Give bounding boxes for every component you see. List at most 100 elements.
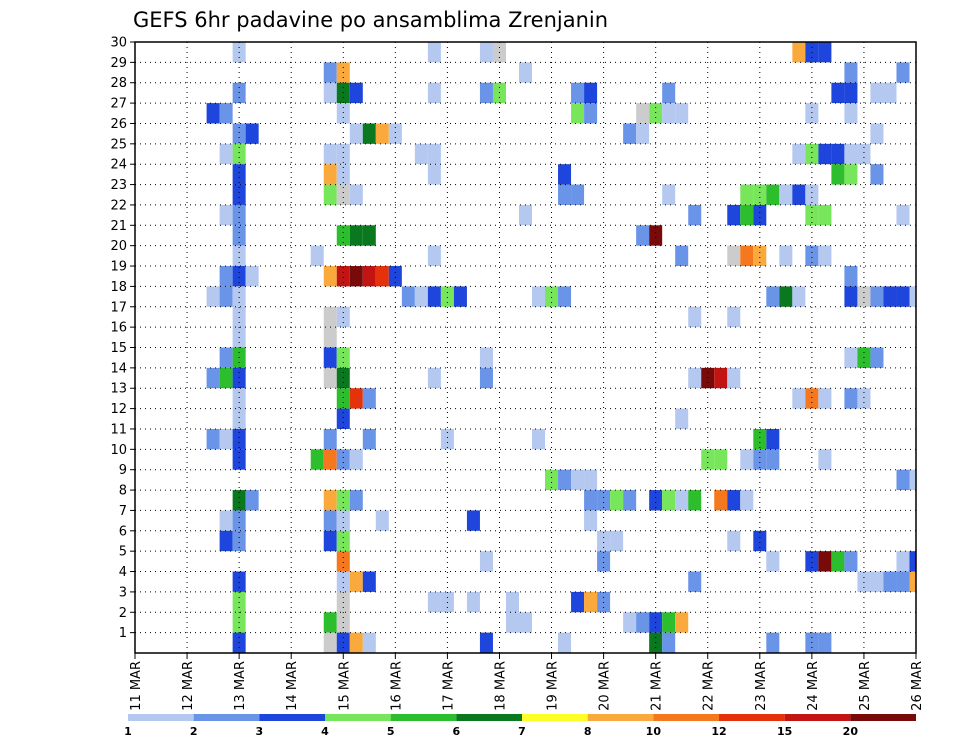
y-tick-label: 10 — [110, 443, 127, 458]
legend-label: 15 — [777, 725, 792, 738]
heatmap-cell — [336, 103, 350, 124]
heatmap-cell — [336, 490, 350, 511]
heatmap-cell — [245, 490, 259, 511]
heatmap-cell — [753, 428, 767, 450]
legend-label: 10 — [646, 725, 662, 738]
heatmap-cell — [896, 469, 910, 491]
legend-swatch — [587, 714, 654, 721]
heatmap-cell — [675, 490, 689, 511]
heatmap-cell — [219, 347, 233, 368]
heatmap-cell — [206, 286, 220, 307]
y-tick-label: 29 — [110, 56, 127, 71]
heatmap-cell — [323, 327, 337, 348]
heatmap-cell — [362, 266, 376, 287]
heatmap-cell — [232, 367, 246, 389]
heatmap-cell — [792, 184, 806, 205]
heatmap-cell — [753, 449, 767, 470]
heatmap-cell — [857, 571, 871, 592]
legend-label: 3 — [256, 725, 264, 738]
heatmap-cell — [714, 490, 728, 511]
legend-swatch — [390, 714, 457, 721]
heatmap-cell — [349, 388, 363, 409]
heatmap-cell — [232, 266, 246, 287]
heatmap-cell — [427, 286, 441, 307]
heatmap-cell — [610, 490, 624, 511]
heatmap-cell — [766, 449, 780, 470]
heatmap-cell — [818, 449, 832, 470]
heatmap-cell — [362, 388, 376, 409]
heatmap-cell — [232, 510, 246, 531]
heatmap-cell — [427, 245, 441, 267]
y-tick-label: 2 — [119, 606, 127, 621]
heatmap-cell — [909, 469, 916, 491]
heatmap-cell — [870, 286, 884, 307]
heatmap-cell — [740, 204, 754, 226]
y-tick-label: 12 — [110, 402, 127, 417]
x-tick-label: 25 MAR — [858, 661, 873, 711]
heatmap-cell — [727, 245, 741, 267]
heatmap-cell — [753, 184, 767, 205]
heatmap-cell — [336, 164, 350, 185]
x-tick-label: 15 MAR — [337, 661, 352, 711]
heatmap-cell — [245, 123, 259, 144]
legend-label: 5 — [387, 725, 395, 738]
heatmap-cell — [336, 530, 350, 552]
heatmap-cell — [336, 367, 350, 389]
x-tick-label: 16 MAR — [389, 661, 404, 711]
heatmap-cell — [323, 62, 337, 83]
heatmap-cell — [232, 204, 246, 226]
heatmap-cell — [792, 286, 806, 307]
heatmap-cell — [336, 510, 350, 531]
heatmap-cell — [727, 306, 741, 328]
legend-swatch — [259, 714, 325, 721]
y-tick-label: 18 — [110, 280, 127, 295]
heatmap-cell — [323, 143, 337, 165]
y-tick-label: 1 — [119, 626, 127, 641]
heatmap-cell — [375, 266, 389, 287]
heatmap-cell — [766, 286, 780, 307]
heatmap-cell — [675, 612, 689, 633]
heatmap-cell — [232, 408, 246, 429]
heatmap-cell — [349, 632, 363, 653]
heatmap-cell — [219, 428, 233, 450]
heatmap-cell — [440, 428, 454, 450]
heatmap-cell — [336, 571, 350, 592]
heatmap-cell — [453, 286, 467, 307]
heatmap-cell — [675, 408, 689, 429]
heatmap-cell — [740, 245, 754, 267]
heatmap-cell — [206, 428, 220, 450]
legend-label: 4 — [321, 725, 329, 738]
heatmap-cell — [571, 184, 585, 205]
heatmap-cell — [336, 225, 350, 246]
y-tick-label: 27 — [110, 97, 127, 112]
heatmap-cell — [844, 551, 858, 572]
heatmap-cell — [323, 510, 337, 531]
legend-label: 20 — [843, 725, 859, 738]
heatmap-cell — [558, 164, 572, 185]
heatmap-cell — [245, 266, 259, 287]
heatmap-cell — [805, 204, 819, 226]
heatmap-cell — [662, 612, 676, 633]
heatmap-cell — [349, 123, 363, 144]
legend-swatch — [784, 714, 851, 721]
heatmap-cell — [584, 490, 598, 511]
heatmap-cell — [805, 184, 819, 205]
heatmap-cell — [310, 449, 324, 470]
x-tick-label: 19 MAR — [546, 661, 561, 711]
heatmap-cell — [662, 490, 676, 511]
heatmap-cell — [232, 306, 246, 328]
heatmap-cell — [232, 123, 246, 144]
heatmap-cell — [232, 571, 246, 592]
heatmap-cell — [232, 184, 246, 205]
heatmap-cell — [740, 490, 754, 511]
heatmap-cell — [336, 551, 350, 572]
heatmap-cell — [545, 469, 559, 491]
heatmap-cell — [831, 143, 845, 165]
y-tick-label: 9 — [119, 463, 127, 478]
heatmap-cell — [571, 82, 585, 104]
heatmap-cell — [232, 286, 246, 307]
heatmap-cell — [818, 245, 832, 267]
legend-swatch — [850, 714, 916, 721]
x-tick-label: 13 MAR — [233, 661, 248, 711]
